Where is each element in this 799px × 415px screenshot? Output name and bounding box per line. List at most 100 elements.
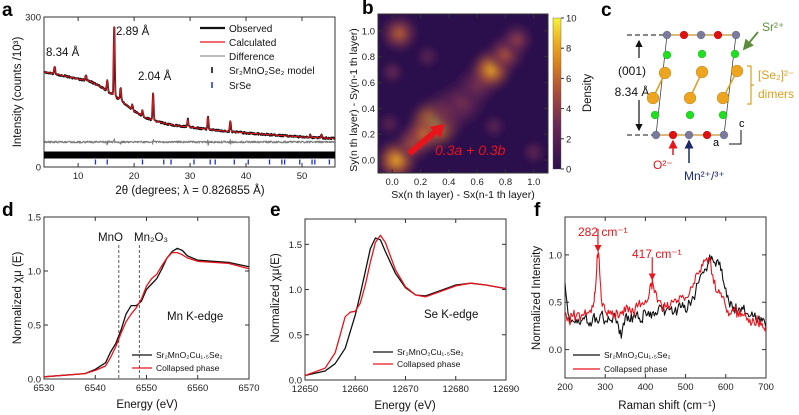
x-tick-label: 700 xyxy=(758,382,774,393)
x-tick-label: 400 xyxy=(637,382,653,393)
x-axis-label: Sx(n th layer) - Sx(n-1 th layer) xyxy=(391,189,535,201)
peak-annotation: 8.34 Å xyxy=(46,46,80,59)
y-tick-label: 1.5 xyxy=(289,240,302,251)
x-tick-label: 200 xyxy=(557,382,573,393)
x-tick-label: 6530 xyxy=(33,383,54,394)
y-tick-label: 1.0 xyxy=(362,26,375,37)
colorbar-tick-label: 4 xyxy=(566,104,571,115)
mn-atom xyxy=(731,30,741,40)
se-xanes-panel: Normalized χμ(E) Energy (eV) Se K-edge S… xyxy=(270,218,519,412)
legend-label: Difference xyxy=(229,52,275,63)
y-axis-label: Intensity (counts /10³) xyxy=(12,37,24,148)
peak-annotation: 417 cm⁻¹ xyxy=(632,247,682,261)
y-tick-label: 0 xyxy=(36,163,41,174)
se-atom xyxy=(695,65,709,79)
xanes-series xyxy=(304,234,507,377)
colorbar xyxy=(552,17,562,170)
se-atom xyxy=(658,66,672,80)
mn-atom xyxy=(684,130,694,140)
o-atom xyxy=(702,130,712,140)
x-tick-label: 40 xyxy=(241,171,252,182)
x-tick-label: 0.2 xyxy=(414,177,427,188)
legend-label: SrSe xyxy=(229,81,252,92)
raman-series xyxy=(564,251,767,332)
xanes-series xyxy=(304,237,507,377)
shift-arrow-shaft xyxy=(407,126,441,156)
peak-annotation: 282 cm⁻¹ xyxy=(578,225,628,239)
edge-label: Se K-edge xyxy=(424,309,478,321)
x-tick-label: 12680 xyxy=(443,384,469,395)
mn-atom xyxy=(662,30,672,40)
y-tick-label: 0.0 xyxy=(28,375,41,386)
o-atom xyxy=(679,30,689,40)
plot-frame xyxy=(43,16,336,168)
panel-label-e: e xyxy=(270,200,281,221)
y-tick-label: 0.2 xyxy=(362,130,375,141)
x-tick-label: 12670 xyxy=(392,384,418,395)
legend-label: Sr₂MnO₂Cu₁.₅Se₂ xyxy=(397,347,464,357)
y-tick-label: 1.0 xyxy=(28,267,41,278)
panel-label-b: b xyxy=(362,0,374,19)
y-tick-label: 1.5 xyxy=(28,213,41,224)
colorbar-label: Density xyxy=(582,74,594,113)
xanes-series xyxy=(43,251,250,378)
x-tick-label: 1.0 xyxy=(527,177,540,188)
x-tick-label: 10 xyxy=(73,171,84,182)
se-atom xyxy=(730,64,744,78)
axis-indicator xyxy=(729,130,742,145)
y-tick-label: 1.0 xyxy=(549,250,562,261)
x-tick-label: 6570 xyxy=(238,383,259,394)
legend-label: Sr₂MnO₂Se₂ model xyxy=(229,66,315,77)
plot-frame xyxy=(377,13,549,174)
calculated-series xyxy=(44,26,335,139)
plot-frame xyxy=(564,216,767,379)
x-tick-label: 12690 xyxy=(493,384,519,395)
x-tick-label: 0.8 xyxy=(499,177,512,188)
sr-atom xyxy=(697,49,707,59)
arrow-annotation: 0.3a + 0.3b xyxy=(435,142,506,158)
mn-atom xyxy=(651,130,661,140)
y-axis-label: Normalized χμ (E) xyxy=(12,252,24,345)
dimers-label: dimers xyxy=(758,87,794,101)
y-tick-label: 300 xyxy=(25,13,41,24)
panel-label-a: a xyxy=(2,0,13,21)
colorbar-tick-label: 2 xyxy=(566,134,571,145)
mn-atom xyxy=(696,30,706,40)
y-tick-label: 0.5 xyxy=(289,330,302,341)
sr-atom xyxy=(730,49,740,59)
legend-label: Collapsed phase xyxy=(604,364,668,374)
sr-atom xyxy=(718,110,728,120)
x-tick-label: 0.6 xyxy=(471,177,484,188)
y-axis-label: Sy(n th layer) - Sy(n-1 th layer) xyxy=(348,28,360,172)
density-hotspot xyxy=(379,59,405,85)
density-hotspot xyxy=(498,22,535,58)
edge-label: Mn K-edge xyxy=(167,311,223,323)
xanes-series xyxy=(43,247,250,378)
y-tick-label: 0.0 xyxy=(362,156,375,167)
model-reflection-ticks xyxy=(44,151,335,159)
x-tick-label: 12660 xyxy=(342,384,368,395)
legend-label: Sr₂MnO₂Cu₁.₅Se₂ xyxy=(604,350,671,360)
legend: Observed Calculated Difference Sr₂MnO₂Se… xyxy=(200,24,315,92)
axis-c-label: c xyxy=(739,118,745,130)
se-atom xyxy=(716,91,730,105)
legend-label: Collapsed phase xyxy=(156,363,220,373)
mn-xanes-panel: Normalized χμ (E) Energy (eV) MnO Mn₂O₃ … xyxy=(12,213,260,412)
x-tick-label: 6560 xyxy=(187,383,208,394)
y-tick-label: 0.8 xyxy=(362,52,375,63)
y-tick-label: 0.6 xyxy=(362,78,375,89)
sr-arrow xyxy=(742,31,759,51)
o-atom xyxy=(713,30,723,40)
legend-label: Sr₂MnO₂Cu₁.₅Se₂ xyxy=(156,350,223,360)
density-hotspot xyxy=(481,113,507,140)
x-axis-label: Raman shift (cm⁻¹) xyxy=(618,400,716,412)
xrd-panel: Intensity (counts /10³) 2θ (degrees; λ =… xyxy=(12,13,336,197)
panel-label-f: f xyxy=(534,200,541,221)
difference-series xyxy=(44,138,336,146)
raman-series xyxy=(564,254,767,339)
y-tick-label: 0.5 xyxy=(549,298,562,309)
y-tick-label: 0.4 xyxy=(362,104,375,115)
panel-label-c: c xyxy=(601,0,612,21)
o-atom xyxy=(668,130,678,140)
